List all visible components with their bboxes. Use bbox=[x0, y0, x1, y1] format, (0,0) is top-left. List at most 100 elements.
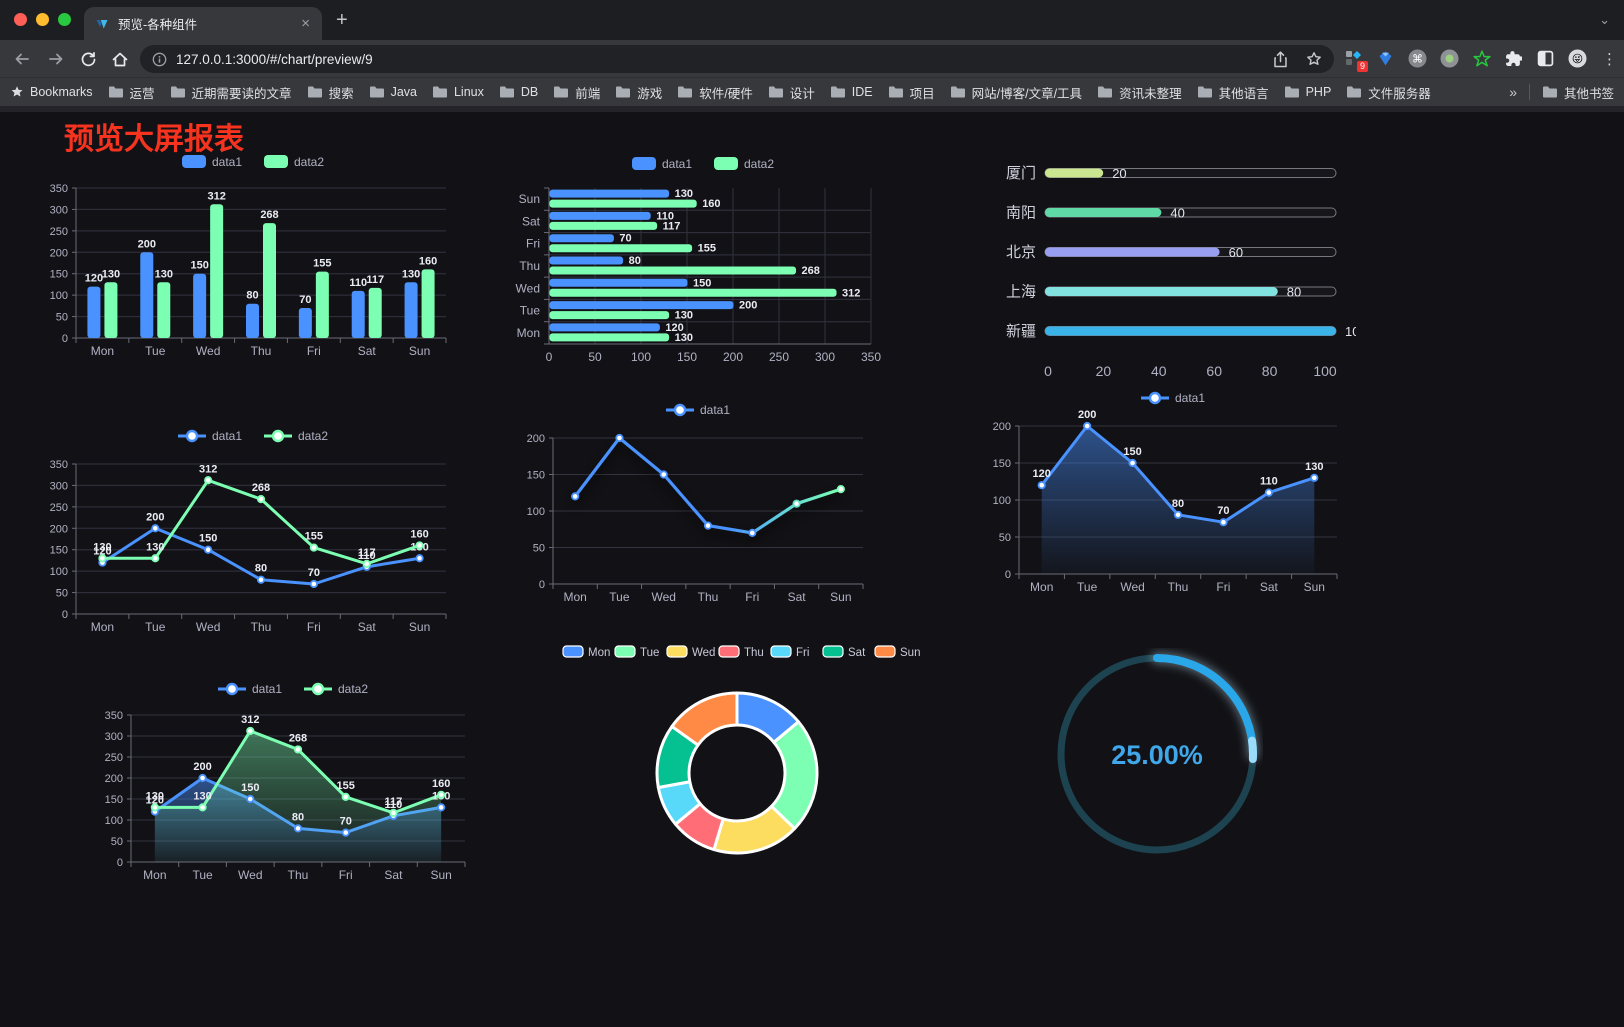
svg-text:155: 155 bbox=[313, 258, 331, 270]
svg-text:268: 268 bbox=[289, 732, 307, 744]
svg-text:150: 150 bbox=[199, 533, 217, 545]
bookmark-item[interactable]: PHP bbox=[1284, 85, 1331, 99]
green-star-extension-icon[interactable] bbox=[1472, 49, 1491, 68]
svg-text:110: 110 bbox=[1260, 476, 1278, 488]
chart-grouped-bar[interactable]: data1 data2 0 50 100 150 200 250 300 350 Mon Tue Wed… bbox=[40, 148, 470, 366]
chart-donut-pie[interactable]: Mon Tue Wed Thu Fri Sat Sun bbox=[555, 636, 925, 890]
svg-text:312: 312 bbox=[207, 190, 225, 202]
svg-text:130: 130 bbox=[1305, 461, 1323, 473]
contrast-extension-icon[interactable] bbox=[1536, 49, 1555, 68]
bookmark-item[interactable]: DB bbox=[499, 85, 538, 99]
svg-text:130: 130 bbox=[93, 541, 111, 553]
chart-area-single[interactable]: data1 0 50 100 150 200 Mon Tue Wed Thu Fri Sat Sun 12… bbox=[985, 386, 1345, 600]
share-icon[interactable] bbox=[1273, 50, 1288, 68]
svg-text:117: 117 bbox=[358, 547, 376, 559]
other-bookmarks-label: 其他书签 bbox=[1563, 86, 1614, 101]
bookmark-item[interactable]: 前端 bbox=[553, 83, 600, 102]
svg-text:200: 200 bbox=[723, 350, 743, 364]
svg-text:Tue: Tue bbox=[192, 868, 213, 882]
svg-text:150: 150 bbox=[1123, 446, 1141, 458]
svg-text:80: 80 bbox=[629, 255, 641, 267]
svg-text:110: 110 bbox=[358, 550, 376, 562]
minimize-window-button[interactable] bbox=[36, 13, 49, 26]
other-bookmarks-folder[interactable]: 其他书签 bbox=[1542, 83, 1614, 102]
browser-menu-kebab-icon[interactable]: ⋮ bbox=[1602, 50, 1617, 68]
bookmark-item[interactable]: 项目 bbox=[888, 83, 935, 102]
star-icon bbox=[11, 86, 23, 97]
svg-text:268: 268 bbox=[802, 265, 820, 277]
chart-line-gradient[interactable]: data1 0 50 100 150 200 Mon Tue Wed Thu Fri Sat Sun bbox=[505, 390, 895, 612]
svg-text:Fri: Fri bbox=[307, 620, 321, 634]
maximize-window-button[interactable] bbox=[58, 13, 71, 26]
proxy-switch-extension-icon[interactable]: 9 bbox=[1344, 49, 1368, 72]
chart-area-two-series[interactable]: data1 data2 0 50 100 150 200 250 300 350 Mon Tue Wed… bbox=[95, 666, 475, 892]
site-info-icon[interactable] bbox=[152, 52, 167, 67]
bookmark-item[interactable]: 资讯未整理 bbox=[1097, 83, 1182, 102]
svg-text:Mon: Mon bbox=[517, 326, 540, 340]
svg-text:80: 80 bbox=[1287, 285, 1301, 300]
bookmark-label: 项目 bbox=[909, 86, 935, 101]
svg-text:160: 160 bbox=[410, 528, 428, 540]
bookmark-item[interactable]: IDE bbox=[830, 85, 873, 99]
svg-text:200: 200 bbox=[138, 238, 156, 250]
bookmark-item[interactable]: 搜索 bbox=[307, 83, 354, 102]
svg-text:100: 100 bbox=[527, 506, 545, 518]
bookmark-label: 近期需要读的文章 bbox=[191, 86, 292, 101]
chart-horizontal-bar[interactable]: data1 data2 0 50 100 150 200 250 300 350 Sun 130 160… bbox=[505, 146, 895, 372]
gem-extension-icon[interactable] bbox=[1376, 49, 1395, 68]
chart-canvas: 25.00% bbox=[1057, 652, 1259, 854]
forward-button[interactable] bbox=[44, 47, 68, 71]
svg-text:0: 0 bbox=[539, 579, 545, 591]
browser-tab[interactable]: 预览-各种组件 × bbox=[84, 7, 322, 40]
bookmark-item[interactable]: 近期需要读的文章 bbox=[170, 83, 292, 102]
svg-text:data2: data2 bbox=[298, 429, 328, 443]
svg-text:Thu: Thu bbox=[744, 647, 764, 659]
svg-text:200: 200 bbox=[193, 761, 211, 773]
emoji-extension-icon[interactable]: 😜 bbox=[1568, 49, 1587, 68]
svg-text:Mon: Mon bbox=[91, 344, 114, 358]
bookmark-item[interactable]: 网站/博客/文章/工具 bbox=[950, 83, 1082, 102]
chart-line-two-series[interactable]: data1 data2 0 50 100 150 200 250 300 350 Mon Tue Wed… bbox=[40, 420, 470, 640]
reload-button[interactable] bbox=[76, 47, 100, 71]
extensions-puzzle-icon[interactable] bbox=[1504, 49, 1523, 68]
chart-progress-bars[interactable]: 厦门 20 南阳 40 北京 60 上海 80 新疆 100 0 20 40 60 80 100 bbox=[988, 150, 1356, 388]
bookmark-item[interactable]: 文件服务器 bbox=[1346, 83, 1431, 102]
svg-text:150: 150 bbox=[677, 350, 697, 364]
back-button[interactable] bbox=[10, 47, 34, 71]
bookmarks-star-item[interactable]: Bookmarks bbox=[10, 85, 93, 99]
svg-text:Wed: Wed bbox=[516, 281, 540, 295]
bookmark-item[interactable]: 其他语言 bbox=[1197, 83, 1269, 102]
chevron-down-icon[interactable]: ⌄ bbox=[1599, 12, 1610, 27]
bookmark-item[interactable]: 运营 bbox=[108, 83, 155, 102]
svg-text:Sat: Sat bbox=[1260, 580, 1279, 594]
chart-gauge-progress[interactable]: 25.00% bbox=[1053, 648, 1263, 858]
svg-text:Tue: Tue bbox=[609, 590, 630, 604]
green-dot-extension-icon[interactable] bbox=[1440, 49, 1459, 68]
svg-text:100: 100 bbox=[1313, 363, 1337, 379]
bookmarks-overflow-chevron[interactable]: » bbox=[1509, 84, 1517, 100]
bookmark-item[interactable]: 软件/硬件 bbox=[677, 83, 753, 102]
close-window-button[interactable] bbox=[14, 13, 27, 26]
svg-text:Thu: Thu bbox=[698, 590, 719, 604]
bookmark-item[interactable]: Java bbox=[369, 85, 417, 99]
svg-text:130: 130 bbox=[402, 268, 420, 280]
command-circle-extension-icon[interactable]: ⌘ bbox=[1408, 49, 1427, 68]
svg-text:80: 80 bbox=[1262, 363, 1278, 379]
url-bar[interactable]: 127.0.0.1:3000/#/chart/preview/9 bbox=[140, 45, 1334, 73]
bookmark-item[interactable]: 设计 bbox=[768, 83, 815, 102]
home-button[interactable] bbox=[108, 47, 132, 71]
new-tab-button[interactable]: + bbox=[336, 9, 348, 31]
page-top-band bbox=[0, 106, 1624, 112]
svg-text:Wed: Wed bbox=[1120, 580, 1144, 594]
svg-text:110: 110 bbox=[349, 277, 367, 289]
close-tab-icon[interactable]: × bbox=[301, 15, 310, 32]
svg-text:117: 117 bbox=[663, 220, 681, 232]
browser-toolbar: 127.0.0.1:3000/#/chart/preview/9 9 ⌘ bbox=[0, 40, 1624, 77]
bookmark-star-icon[interactable] bbox=[1306, 51, 1322, 67]
bookmark-item[interactable]: Linux bbox=[432, 85, 484, 99]
svg-text:100: 100 bbox=[50, 290, 68, 302]
svg-text:130: 130 bbox=[675, 332, 693, 344]
svg-text:Mon: Mon bbox=[91, 620, 114, 634]
bookmark-item[interactable]: 游戏 bbox=[615, 83, 662, 102]
bookmark-label: 前端 bbox=[575, 86, 601, 101]
